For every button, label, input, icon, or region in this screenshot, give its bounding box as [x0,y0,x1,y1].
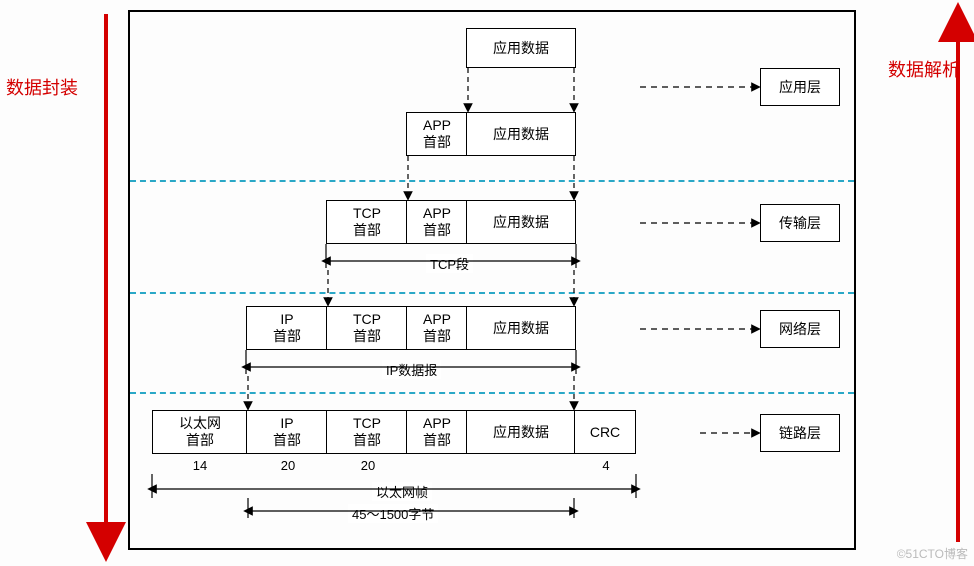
watermark: ©51CTO博客 [897,545,968,562]
flow-arrows [0,0,974,566]
